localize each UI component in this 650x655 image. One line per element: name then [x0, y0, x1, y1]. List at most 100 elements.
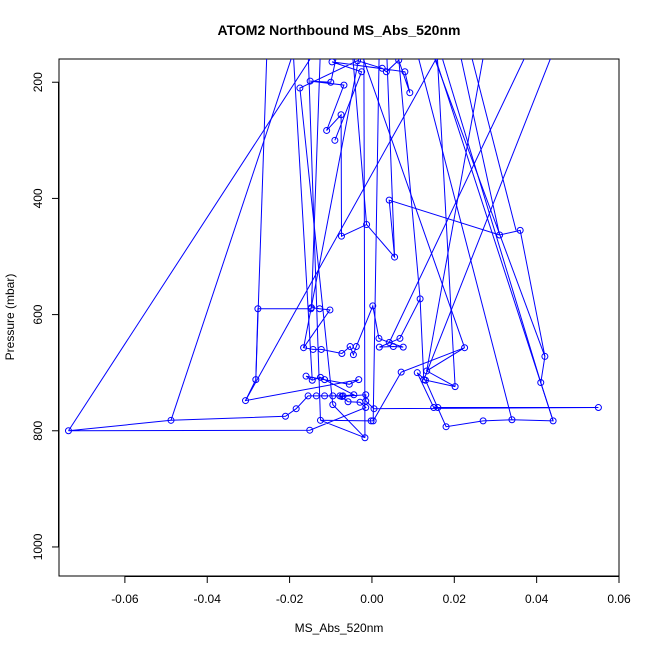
y-axis-label: Pressure (mbar) [3, 274, 17, 361]
data-point [306, 426, 314, 434]
data-point [549, 417, 557, 425]
data-point [316, 305, 324, 313]
series-segment [460, 59, 501, 236]
data-point [317, 345, 325, 353]
data-point [479, 417, 487, 425]
data-point [363, 221, 371, 229]
series-segment [68, 59, 311, 432]
data-point [375, 334, 383, 342]
y-axis: 200 400 600 800 1000 [31, 72, 59, 560]
data-point [541, 352, 549, 360]
data-point [385, 338, 393, 346]
data-point [337, 111, 345, 119]
data-point [416, 295, 424, 303]
y-tick-label: 800 [31, 420, 45, 440]
y-tick-label: 400 [31, 188, 45, 208]
chart-title: ATOM2 Northbound MS_Abs_520nm [218, 22, 461, 38]
series-segment [435, 59, 554, 422]
data-point [423, 367, 431, 375]
data-point [252, 376, 260, 384]
data-point [309, 345, 317, 353]
series-segment [362, 59, 466, 348]
data-point [369, 417, 377, 425]
x-tick-label: 0.04 [525, 592, 549, 606]
data-point [316, 373, 324, 381]
data-point [406, 89, 414, 97]
series-segment [307, 59, 321, 421]
data-point [413, 369, 421, 377]
x-tick-label: 0.00 [360, 592, 384, 606]
data-point [326, 306, 334, 314]
data-point [306, 77, 314, 85]
data-point [312, 392, 320, 400]
data-point [354, 59, 362, 65]
data-point [362, 404, 370, 412]
data-point [167, 416, 175, 424]
data-point [292, 405, 300, 413]
data-point [242, 397, 250, 405]
data-point [385, 196, 393, 204]
data-point [401, 68, 409, 76]
plot-frame [58, 58, 620, 577]
series-segment [386, 59, 396, 258]
series-segment [436, 59, 456, 387]
series-segment [398, 59, 421, 299]
x-tick-label: 0.02 [443, 592, 467, 606]
data-point [304, 392, 312, 400]
data-point [331, 136, 339, 144]
data-point [356, 398, 364, 406]
data-point [327, 78, 335, 86]
data-point [340, 81, 348, 89]
series-segment [363, 59, 366, 438]
data-point [339, 392, 347, 400]
data-point [352, 343, 360, 351]
data-point [389, 343, 397, 351]
data-point [537, 379, 545, 387]
data-point [399, 343, 407, 351]
data-point [300, 344, 308, 352]
data-point [375, 343, 383, 351]
x-tick-label: -0.02 [276, 592, 304, 606]
data-point [369, 302, 377, 310]
data-point [461, 344, 469, 352]
data-point [516, 226, 524, 234]
data-point [308, 376, 316, 384]
data-point [434, 404, 442, 412]
series-segment [372, 59, 380, 421]
series-segment [434, 59, 546, 357]
data-point [362, 391, 370, 399]
data-point [378, 64, 386, 72]
x-tick-label: 0.06 [607, 592, 631, 606]
data-point [430, 404, 438, 412]
data-point [329, 401, 337, 409]
data-point [64, 427, 72, 435]
data-point [302, 372, 310, 380]
y-tick-label: 1000 [31, 533, 45, 560]
data-point [296, 84, 304, 92]
data-point [329, 392, 337, 400]
series-segment [293, 59, 313, 381]
data-point [321, 392, 329, 400]
data-point [350, 391, 358, 399]
x-axis-label: MS_Abs_520nm [295, 621, 384, 635]
series-segment [245, 59, 437, 401]
data-point [594, 404, 602, 412]
y-tick-label: 600 [31, 304, 45, 324]
data-point [370, 405, 378, 413]
data-point [345, 380, 353, 388]
data-point [344, 398, 352, 406]
data-point [508, 416, 516, 424]
data-point [361, 434, 369, 442]
x-axis: -0.06 -0.04 -0.02 0.00 0.02 0.04 0.06 [111, 576, 631, 606]
data-point [397, 368, 405, 376]
data-point [338, 350, 346, 358]
series-segment [418, 59, 513, 420]
series-segment [310, 59, 321, 308]
series-segment [170, 59, 292, 421]
data-point [391, 253, 399, 261]
data-point [358, 68, 366, 76]
data-point [321, 376, 329, 384]
data-point [420, 376, 428, 384]
